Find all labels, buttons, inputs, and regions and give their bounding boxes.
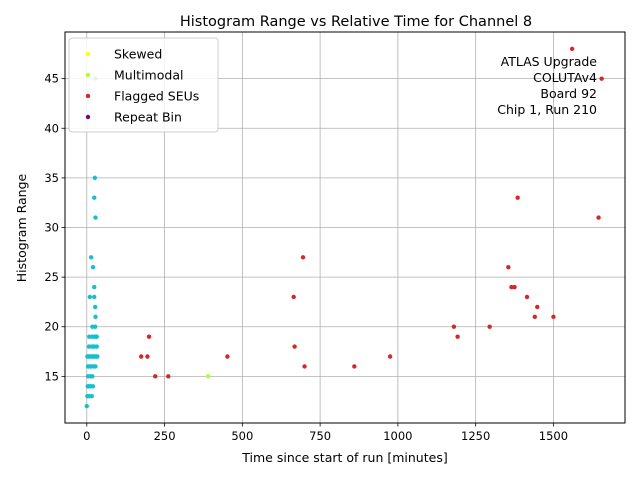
point-normal: [94, 334, 99, 339]
point-normal: [89, 394, 94, 399]
point-normal: [93, 364, 98, 369]
point-normal: [90, 264, 96, 270]
y-tick-label: 40: [44, 121, 59, 135]
point-normal: [90, 384, 96, 389]
y-tick-label: 25: [44, 270, 59, 284]
point-flagged-seus: [524, 294, 530, 300]
point-normal: [92, 294, 97, 300]
point-flagged-seus: [487, 324, 492, 329]
point-normal: [87, 354, 93, 359]
point-flagged-seus: [451, 324, 457, 329]
point-normal: [86, 384, 91, 389]
point-normal: [93, 215, 98, 220]
point-normal: [95, 354, 100, 359]
y-tick-label: 45: [44, 72, 59, 86]
x-tick-label: 500: [231, 429, 253, 443]
legend-marker-repeat-bin: [85, 114, 91, 120]
legend-label-repeat-bin: Repeat Bin: [114, 110, 182, 125]
annotation-line: COLUTAv4: [533, 70, 597, 85]
point-flagged-seus: [166, 374, 171, 379]
point-normal: [92, 284, 97, 290]
point-flagged-seus: [506, 264, 511, 270]
point-flagged-seus: [300, 255, 306, 260]
point-flagged-seus: [551, 314, 556, 320]
point-normal: [93, 314, 98, 320]
point-normal: [92, 175, 98, 181]
point-normal: [84, 403, 89, 409]
point-flagged-seus: [532, 314, 537, 320]
point-normal: [92, 195, 97, 200]
point-flagged-seus: [509, 284, 514, 290]
data-points: [84, 46, 604, 409]
x-tick-label: 0: [83, 429, 90, 443]
annotation-line: Board 92: [540, 86, 597, 101]
grid: [65, 32, 625, 423]
chart-title: Histogram Range vs Relative Time for Cha…: [180, 14, 532, 30]
point-flagged-seus: [387, 354, 393, 359]
point-flagged-seus: [302, 364, 307, 369]
point-normal: [88, 255, 94, 260]
legend: Skewed Multimodal Flagged SEUs Repeat Bin: [68, 37, 219, 133]
point-normal: [92, 304, 98, 310]
point-flagged-seus: [512, 284, 517, 290]
point-normal: [94, 344, 99, 349]
point-flagged-seus: [146, 334, 152, 339]
legend-marker-skewed: [85, 51, 91, 57]
x-tick-label: 750: [309, 429, 331, 443]
point-normal: [87, 294, 93, 300]
point-flagged-seus: [292, 344, 297, 349]
point-normal: [90, 374, 95, 379]
point-flagged-seus: [455, 334, 460, 339]
point-normal: [88, 364, 93, 369]
y-tick-label: 30: [44, 221, 59, 235]
axis-ticks: 0 250 500 750 1000 1250 1500 15 20 25 30 35 40 45: [44, 72, 568, 443]
legend-marker-flagged-seus: [85, 93, 91, 99]
point-normal: [87, 334, 92, 339]
point-flagged-seus: [139, 354, 144, 359]
y-tick-label: 15: [44, 369, 59, 383]
legend-marker-multimodal: [85, 72, 91, 78]
point-flagged-seus: [352, 364, 357, 369]
y-tick-label: 20: [44, 320, 59, 334]
point-flagged-seus: [145, 354, 150, 359]
point-flagged-seus: [599, 76, 604, 81]
legend-label-multimodal: Multimodal: [114, 68, 183, 83]
point-flagged-seus: [596, 215, 601, 220]
x-tick-label: 1500: [539, 429, 568, 443]
legend-label-skewed: Skewed: [114, 47, 162, 62]
annotation-line: ATLAS Upgrade: [501, 54, 598, 69]
point-normal: [90, 324, 95, 329]
point-flagged-seus: [515, 195, 520, 200]
point-multimodal: [205, 374, 211, 379]
annotation-line: Chip 1, Run 210: [497, 102, 597, 117]
y-axis-label: Histogram Range: [14, 173, 29, 282]
x-tick-label: 250: [154, 429, 176, 443]
y-tick-label: 35: [44, 171, 59, 185]
x-tick-label: 1250: [461, 429, 490, 443]
x-tick-label: 1000: [383, 429, 412, 443]
point-flagged-seus: [535, 304, 540, 310]
point-flagged-seus: [291, 294, 296, 300]
legend-box: [68, 37, 219, 133]
point-flagged-seus: [569, 46, 575, 52]
point-flagged-seus: [153, 374, 158, 379]
x-axis-label: Time since start of run [minutes]: [241, 450, 447, 465]
legend-label-flagged-seus: Flagged SEUs: [114, 89, 199, 104]
point-flagged-seus: [225, 354, 230, 359]
